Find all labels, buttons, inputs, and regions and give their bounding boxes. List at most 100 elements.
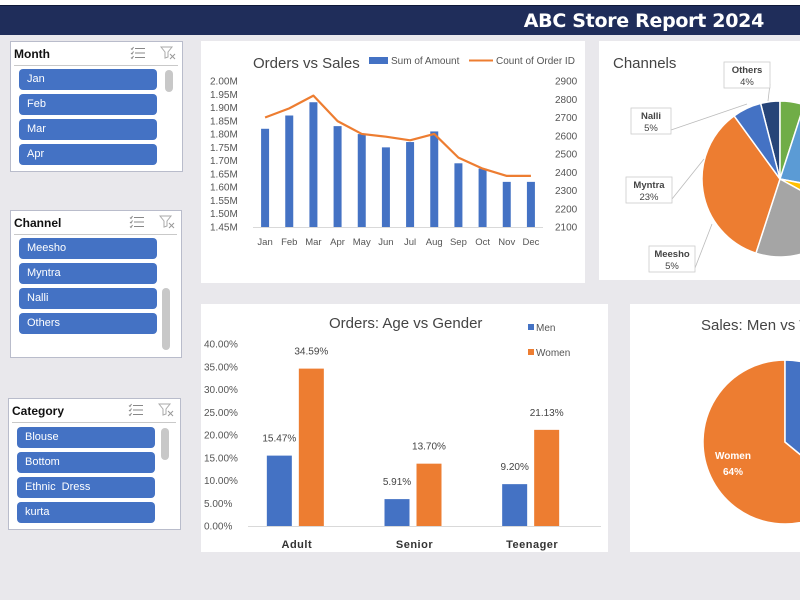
y-tick-left: 1.55M: [210, 196, 238, 207]
pie-data-label-box: [625, 176, 673, 204]
bar-sum-of-amount: [381, 147, 390, 227]
slicer-scrollbar[interactable]: [161, 428, 169, 460]
pie-data-label-box: [648, 245, 696, 273]
pie-slice-myntra: [779, 115, 800, 184]
y-tick-right: 2400: [555, 168, 578, 179]
clear-filter-icon[interactable]: [159, 215, 175, 229]
y-tick-left: 1.60M: [210, 183, 238, 194]
bar-sum-of-amount: [261, 128, 270, 227]
y-tick-label: 35.00%: [204, 362, 238, 373]
y-tick-left: 1.45M: [210, 223, 238, 234]
bar-sum-of-amount: [478, 168, 487, 227]
slicer-divider: [12, 422, 176, 423]
sales-gender-chart: Sales: Men vs W Women 64%: [701, 317, 800, 525]
clear-filter-icon[interactable]: [160, 46, 176, 60]
bar-sum-of-amount: [526, 181, 535, 227]
y-tick-right: 2200: [555, 204, 578, 215]
bar-sum-of-amount: [430, 131, 439, 227]
age-gender-panel: Orders: Age vs Gender Men Women 40.00% 35…: [201, 304, 608, 552]
bar-men: [266, 455, 292, 526]
legend-swatch-amount: [369, 57, 388, 64]
slicer-item-nalli[interactable]: Nalli: [19, 288, 157, 309]
slicer-title: Channel: [14, 216, 62, 230]
slicer-item-meesho[interactable]: Meesho: [19, 238, 157, 259]
x-tick-label: Aug: [426, 237, 443, 248]
slicer-scrollbar[interactable]: [165, 70, 173, 92]
bar-sum-of-amount: [502, 181, 511, 227]
slicer-scrollbar[interactable]: [162, 288, 170, 350]
bar-women: [534, 429, 560, 526]
multi-select-icon[interactable]: [130, 46, 146, 60]
slicer-item-blouse[interactable]: Blouse: [17, 427, 155, 448]
x-tick-label: Nov: [498, 237, 515, 248]
pie-label-value: 23%: [639, 192, 659, 203]
x-tick-label: Jul: [404, 237, 416, 248]
pie-slice-men: [784, 359, 800, 456]
sales-gender-panel: Sales: Men vs W Women 64%: [630, 304, 800, 552]
slicer-item-feb[interactable]: Feb: [19, 94, 157, 115]
pie-label-value: 5%: [644, 123, 658, 134]
slicer-item-jan[interactable]: Jan: [19, 69, 157, 90]
chart-title: Orders vs Sales: [253, 55, 360, 72]
bar-data-label: 9.20%: [500, 462, 528, 473]
pie-leader-line: [671, 158, 705, 200]
pie-slice-unlabeled: [701, 114, 781, 255]
orders-vs-sales-panel: Orders vs Sales Sum of Amount Count of O…: [201, 41, 585, 283]
pie-label-value: 64%: [723, 467, 743, 478]
x-tick-label: Mar: [305, 237, 321, 248]
clear-filter-icon[interactable]: [158, 403, 174, 417]
y-tick-left: 1.50M: [210, 209, 238, 220]
y-tick-left: 1.75M: [210, 143, 238, 154]
legend-label-women: Women: [536, 348, 570, 359]
pie-leader-line: [670, 103, 748, 131]
y-tick-left: 1.65M: [210, 169, 238, 180]
slicer-item-mar[interactable]: Mar: [19, 119, 157, 140]
pie-data-label-box: [723, 61, 771, 89]
pie-slice-nalli: [779, 100, 800, 180]
slicer-item-bottom[interactable]: Bottom: [17, 452, 155, 473]
slicer-divider: [14, 234, 177, 235]
bar-sum-of-amount: [406, 142, 415, 227]
x-tick-label: Apr: [330, 237, 345, 248]
bar-sum-of-amount: [309, 102, 318, 227]
y-tick-label: 25.00%: [204, 408, 238, 419]
legend-label-men: Men: [536, 323, 555, 334]
x-tick-label: Feb: [281, 237, 297, 248]
pie-label-name: Myntra: [633, 180, 665, 191]
x-tick-label: Sep: [450, 237, 467, 248]
y-tick-left: 1.85M: [210, 116, 238, 127]
report-header: ABC Store Report 2024: [0, 5, 800, 35]
y-tick-right: 2800: [555, 95, 578, 106]
x-tick-label: Oct: [475, 237, 490, 248]
x-tick-label: Jun: [378, 237, 393, 248]
chart-title: Orders: Age vs Gender: [329, 315, 482, 332]
legend-swatch-women: [528, 349, 534, 355]
slicer-item-kurta[interactable]: kurta: [17, 502, 155, 523]
multi-select-icon[interactable]: [129, 215, 145, 229]
legend-label-orders: Count of Order ID: [496, 56, 575, 67]
pie-label-value: 5%: [665, 261, 679, 272]
legend-swatch-men: [528, 324, 534, 330]
slicer-item-others[interactable]: Others: [19, 313, 157, 334]
y-tick-right: 2900: [555, 77, 578, 88]
slicer-item-apr[interactable]: Apr: [19, 144, 157, 165]
slicer-item-ethnic-dress[interactable]: Ethnic Dress: [17, 477, 155, 498]
slicer-channel: Channel Meesho Myntra Nalli Others: [10, 210, 182, 358]
x-category-label: Teenager: [506, 539, 558, 551]
bar-sum-of-amount: [454, 163, 463, 227]
channels-chart: Channels Others4%Nalli5%Myntra23%Meesho5…: [613, 55, 800, 273]
pie-leader-line: [694, 223, 713, 269]
bar-sum-of-amount: [357, 134, 366, 227]
bar-data-label: 5.91%: [383, 477, 411, 488]
orders-vs-sales-chart: Orders vs Sales Sum of Amount Count of O…: [210, 55, 578, 248]
slicer-item-myntra[interactable]: Myntra: [19, 263, 157, 284]
y-tick-right: 2600: [555, 131, 578, 142]
pie-slice-unlabeled: [754, 177, 800, 258]
y-tick-right: 2300: [555, 186, 578, 197]
bar-data-label: 21.13%: [530, 408, 564, 419]
pie-slice-women: [702, 359, 800, 525]
y-tick-left: 1.90M: [210, 103, 238, 114]
y-tick-right: 2700: [555, 113, 578, 124]
slicer-divider: [14, 65, 178, 66]
multi-select-icon[interactable]: [128, 403, 144, 417]
